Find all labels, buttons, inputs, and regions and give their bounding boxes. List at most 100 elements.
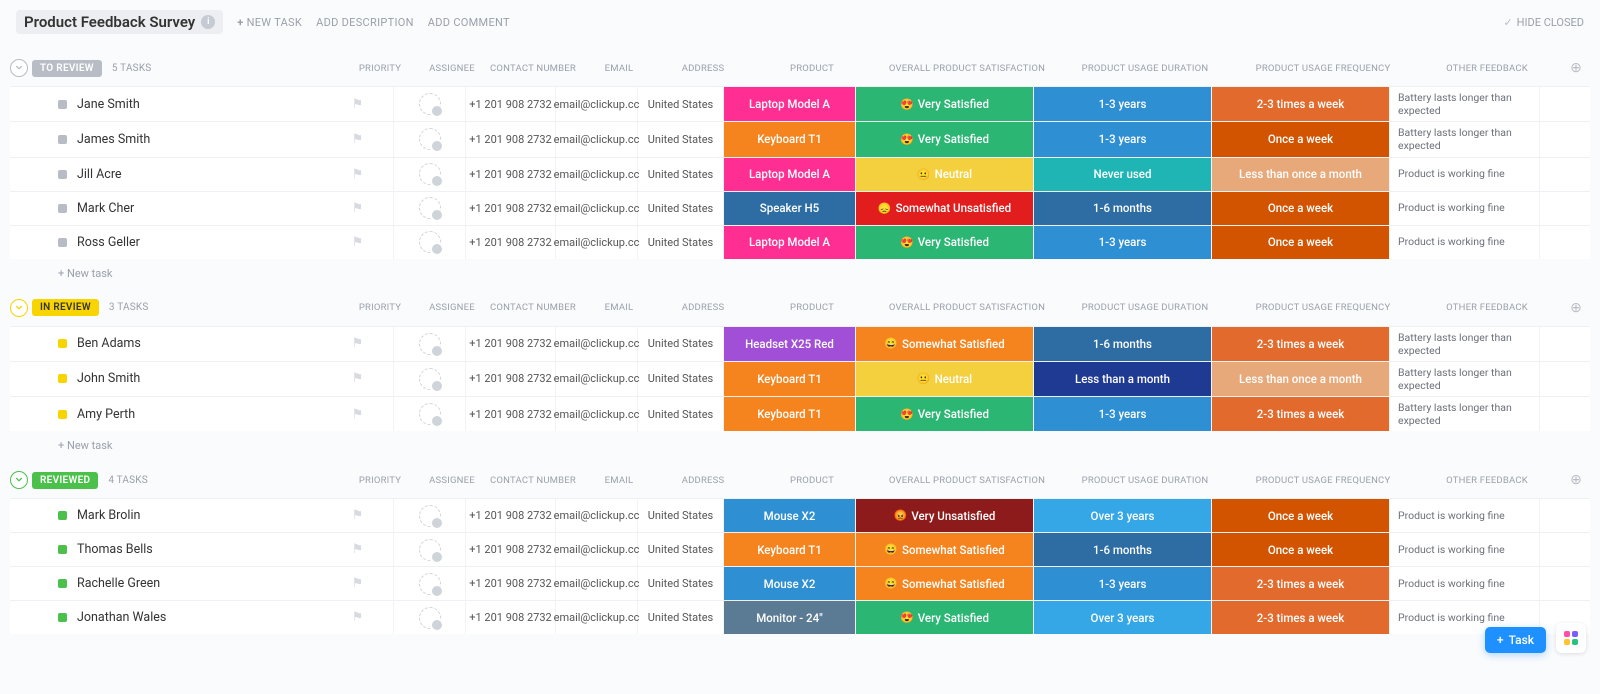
col-duration[interactable]: PRODUCT USAGE DURATION: [1056, 63, 1234, 74]
col-frequency[interactable]: PRODUCT USAGE FREQUENCY: [1234, 475, 1412, 486]
apps-fab[interactable]: [1556, 623, 1586, 653]
col-email[interactable]: EMAIL: [578, 63, 660, 74]
col-priority[interactable]: PRIORITY: [344, 63, 416, 74]
colored-cell[interactable]: Once a week: [1212, 533, 1390, 566]
col-assignee[interactable]: ASSIGNEE: [416, 302, 488, 313]
colored-cell[interactable]: Once a week: [1212, 192, 1390, 225]
col-assignee[interactable]: ASSIGNEE: [416, 475, 488, 486]
priority-cell[interactable]: ⚑: [322, 397, 394, 431]
add-comment-action[interactable]: ADD COMMENT: [428, 16, 510, 29]
address-cell[interactable]: United States: [638, 226, 724, 259]
col-contact[interactable]: CONTACT NUMBER: [488, 302, 578, 313]
colored-cell[interactable]: Laptop Model A: [724, 158, 856, 191]
colored-cell[interactable]: 1-3 years: [1034, 397, 1212, 431]
colored-cell[interactable]: 😄Somewhat Satisfied: [856, 533, 1034, 566]
colored-cell[interactable]: 😍Very Satisfied: [856, 601, 1034, 634]
colored-cell[interactable]: 😞Somewhat Unsatisfied: [856, 192, 1034, 225]
task-name-cell[interactable]: Jane Smith: [10, 87, 322, 121]
col-frequency[interactable]: PRODUCT USAGE FREQUENCY: [1234, 302, 1412, 313]
col-frequency[interactable]: PRODUCT USAGE FREQUENCY: [1234, 63, 1412, 74]
add-column-button[interactable]: ⊕: [1562, 300, 1590, 316]
email-cell[interactable]: email@clickup.cc: [556, 192, 638, 225]
email-cell[interactable]: email@clickup.cc: [556, 158, 638, 191]
priority-cell[interactable]: ⚑: [322, 533, 394, 566]
list-title-wrap[interactable]: Product Feedback Survey i: [16, 10, 223, 34]
colored-cell[interactable]: Laptop Model A: [724, 226, 856, 259]
colored-cell[interactable]: 1-3 years: [1034, 87, 1212, 121]
priority-cell[interactable]: ⚑: [322, 327, 394, 361]
col-feedback[interactable]: OTHER FEEDBACK: [1412, 63, 1562, 74]
col-email[interactable]: EMAIL: [578, 302, 660, 313]
colored-cell[interactable]: 1-6 months: [1034, 533, 1212, 566]
status-pill[interactable]: TO REVIEW: [32, 60, 102, 77]
col-feedback[interactable]: OTHER FEEDBACK: [1412, 302, 1562, 313]
contact-cell[interactable]: +1 201 908 2732: [466, 362, 556, 396]
contact-cell[interactable]: +1 201 908 2732: [466, 533, 556, 566]
email-cell[interactable]: email@clickup.cc: [556, 601, 638, 634]
col-duration[interactable]: PRODUCT USAGE DURATION: [1056, 302, 1234, 313]
col-product[interactable]: PRODUCT: [746, 475, 878, 486]
feedback-cell[interactable]: Product is working fine: [1390, 158, 1540, 191]
contact-cell[interactable]: +1 201 908 2732: [466, 192, 556, 225]
email-cell[interactable]: email@clickup.cc: [556, 397, 638, 431]
email-cell[interactable]: email@clickup.cc: [556, 122, 638, 156]
feedback-cell[interactable]: Product is working fine: [1390, 192, 1540, 225]
colored-cell[interactable]: 😍Very Satisfied: [856, 226, 1034, 259]
priority-cell[interactable]: ⚑: [322, 362, 394, 396]
colored-cell[interactable]: Keyboard T1: [724, 533, 856, 566]
feedback-cell[interactable]: Product is working fine: [1390, 226, 1540, 259]
address-cell[interactable]: United States: [638, 158, 724, 191]
colored-cell[interactable]: 1-3 years: [1034, 567, 1212, 600]
colored-cell[interactable]: 2-3 times a week: [1212, 327, 1390, 361]
task-name-cell[interactable]: Ross Geller: [10, 226, 322, 259]
colored-cell[interactable]: Once a week: [1212, 226, 1390, 259]
new-task-fab[interactable]: + Task: [1485, 627, 1546, 653]
table-row[interactable]: James Smith⚑+1 201 908 2732email@clickup…: [10, 121, 1590, 156]
colored-cell[interactable]: 1-3 years: [1034, 122, 1212, 156]
colored-cell[interactable]: 😐Neutral: [856, 158, 1034, 191]
assignee-cell[interactable]: [394, 192, 466, 225]
colored-cell[interactable]: 1-6 months: [1034, 192, 1212, 225]
contact-cell[interactable]: +1 201 908 2732: [466, 397, 556, 431]
colored-cell[interactable]: 2-3 times a week: [1212, 567, 1390, 600]
col-priority[interactable]: PRIORITY: [344, 475, 416, 486]
colored-cell[interactable]: Once a week: [1212, 122, 1390, 156]
colored-cell[interactable]: Once a week: [1212, 499, 1390, 532]
email-cell[interactable]: email@clickup.cc: [556, 567, 638, 600]
colored-cell[interactable]: 1-6 months: [1034, 327, 1212, 361]
col-contact[interactable]: CONTACT NUMBER: [488, 63, 578, 74]
contact-cell[interactable]: +1 201 908 2732: [466, 122, 556, 156]
colored-cell[interactable]: Mouse X2: [724, 499, 856, 532]
contact-cell[interactable]: +1 201 908 2732: [466, 499, 556, 532]
colored-cell[interactable]: Less than once a month: [1212, 362, 1390, 396]
collapse-toggle[interactable]: [10, 59, 28, 77]
address-cell[interactable]: United States: [638, 499, 724, 532]
address-cell[interactable]: United States: [638, 122, 724, 156]
email-cell[interactable]: email@clickup.cc: [556, 226, 638, 259]
new-task-row[interactable]: + New task: [10, 431, 1590, 456]
colored-cell[interactable]: Mouse X2: [724, 567, 856, 600]
task-name-cell[interactable]: John Smith: [10, 362, 322, 396]
col-address[interactable]: ADDRESS: [660, 475, 746, 486]
address-cell[interactable]: United States: [638, 567, 724, 600]
table-row[interactable]: Mark Brolin⚑+1 201 908 2732email@clickup…: [10, 498, 1590, 532]
task-name-cell[interactable]: James Smith: [10, 122, 322, 156]
priority-cell[interactable]: ⚑: [322, 226, 394, 259]
col-contact[interactable]: CONTACT NUMBER: [488, 475, 578, 486]
contact-cell[interactable]: +1 201 908 2732: [466, 567, 556, 600]
colored-cell[interactable]: 😍Very Satisfied: [856, 122, 1034, 156]
colored-cell[interactable]: 😍Very Satisfied: [856, 87, 1034, 121]
colored-cell[interactable]: Over 3 years: [1034, 601, 1212, 634]
colored-cell[interactable]: Over 3 years: [1034, 499, 1212, 532]
status-pill[interactable]: REVIEWED: [32, 472, 98, 489]
colored-cell[interactable]: 😄Somewhat Satisfied: [856, 327, 1034, 361]
table-row[interactable]: Ross Geller⚑+1 201 908 2732email@clickup…: [10, 225, 1590, 259]
address-cell[interactable]: United States: [638, 397, 724, 431]
contact-cell[interactable]: +1 201 908 2732: [466, 327, 556, 361]
col-address[interactable]: ADDRESS: [660, 63, 746, 74]
feedback-cell[interactable]: Battery lasts longer than expected: [1390, 362, 1540, 396]
col-feedback[interactable]: OTHER FEEDBACK: [1412, 475, 1562, 486]
colored-cell[interactable]: Keyboard T1: [724, 397, 856, 431]
assignee-cell[interactable]: [394, 362, 466, 396]
feedback-cell[interactable]: Product is working fine: [1390, 499, 1540, 532]
